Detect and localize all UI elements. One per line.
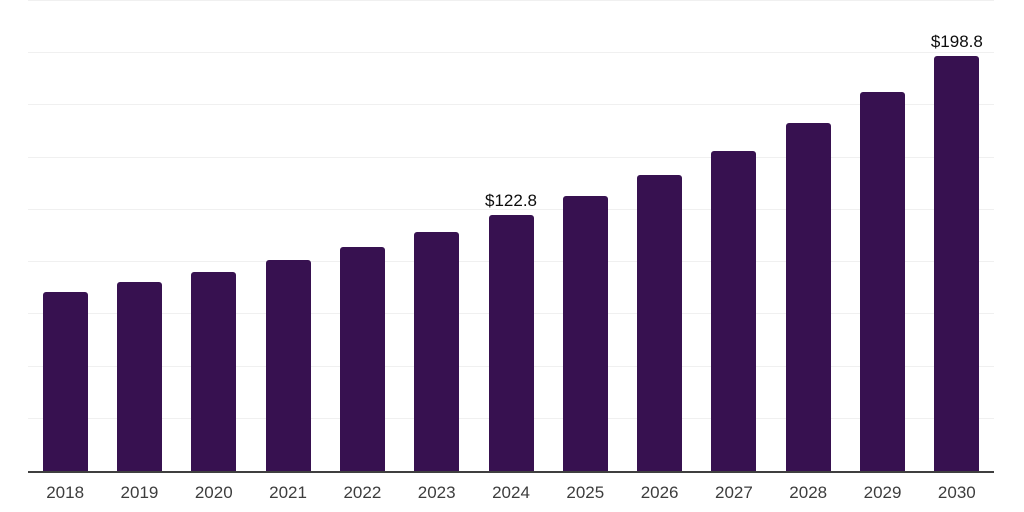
bar-2019 — [116, 281, 162, 471]
bar-2018 — [42, 292, 88, 471]
bar-2030 — [934, 55, 980, 471]
gridline-150 — [28, 156, 994, 158]
x-tick-2030: 2030 — [937, 483, 976, 502]
bar-2022 — [339, 246, 385, 471]
bar-2029 — [860, 91, 906, 471]
x-tick-2029: 2029 — [863, 483, 902, 502]
bar-2023 — [414, 231, 460, 471]
x-tick-2028: 2028 — [789, 483, 828, 502]
bar-2024 — [488, 214, 534, 471]
x-tick-2026: 2026 — [640, 483, 679, 502]
bar-2028 — [785, 123, 831, 471]
x-tick-2022: 2022 — [343, 483, 382, 502]
bar-2021 — [265, 259, 311, 471]
x-tick-2020: 2020 — [194, 483, 233, 502]
x-tick-2024: 2024 — [492, 483, 530, 502]
bar-2027 — [711, 150, 757, 471]
plot-area: $122.8 $198.8 — [28, 0, 994, 473]
bar-2020 — [191, 271, 237, 471]
data-label-2030: $198.8 — [930, 31, 983, 51]
x-tick-2027: 2027 — [715, 483, 753, 502]
x-tick-2025: 2025 — [566, 483, 605, 502]
bar-2025 — [562, 195, 608, 471]
gridline-200 — [28, 52, 994, 54]
x-tick-2018: 2018 — [46, 483, 85, 502]
data-label-2024: $122.8 — [485, 190, 537, 210]
gridline-175 — [28, 104, 994, 106]
gridline-125 — [28, 208, 994, 210]
bar-2026 — [637, 174, 683, 471]
gridline-225 — [28, 0, 994, 1]
x-tick-2019: 2019 — [120, 483, 159, 502]
x-tick-2021: 2021 — [269, 483, 307, 502]
x-tick-2023: 2023 — [417, 483, 456, 502]
